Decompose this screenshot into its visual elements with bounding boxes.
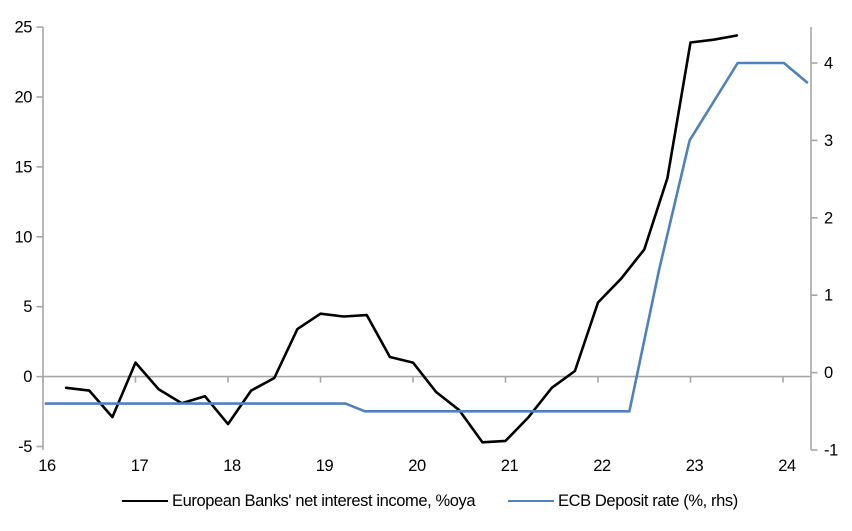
nii-series-line bbox=[64, 34, 739, 444]
right-axis-tick-label: -1 bbox=[824, 442, 838, 460]
left-axis-tick-label: -5 bbox=[18, 438, 32, 456]
left-axis-tick-label: 0 bbox=[23, 368, 32, 386]
left-axis-tick-label: 5 bbox=[23, 298, 32, 316]
left-axis-tick-label: 10 bbox=[14, 228, 32, 246]
left-axis-tick-label: 25 bbox=[14, 19, 32, 37]
right-axis-tick-label: 3 bbox=[824, 132, 833, 150]
x-axis-tick-label: 19 bbox=[316, 457, 334, 475]
right-axis-tick-label: 0 bbox=[824, 364, 833, 382]
x-axis-tick-label: 24 bbox=[778, 457, 796, 475]
x-axis-tick-label: 16 bbox=[38, 457, 56, 475]
right-axis-tick-label: 2 bbox=[824, 209, 833, 227]
left-axis-tick-label: 20 bbox=[14, 89, 32, 107]
x-axis-tick-label: 20 bbox=[408, 457, 426, 475]
x-axis-tick-label: 17 bbox=[131, 457, 149, 475]
right-axis-tick-label: 1 bbox=[824, 287, 833, 305]
left-axis-tick-label: 15 bbox=[14, 158, 32, 176]
x-axis-tick-label: 23 bbox=[686, 457, 704, 475]
x-axis-tick-label: 21 bbox=[501, 457, 519, 475]
right-axis-tick-label: 4 bbox=[824, 55, 833, 73]
ecb-rate-series-line bbox=[44, 61, 809, 413]
x-axis-tick-label: 22 bbox=[593, 457, 611, 475]
x-axis-tick-label: 18 bbox=[223, 457, 241, 475]
